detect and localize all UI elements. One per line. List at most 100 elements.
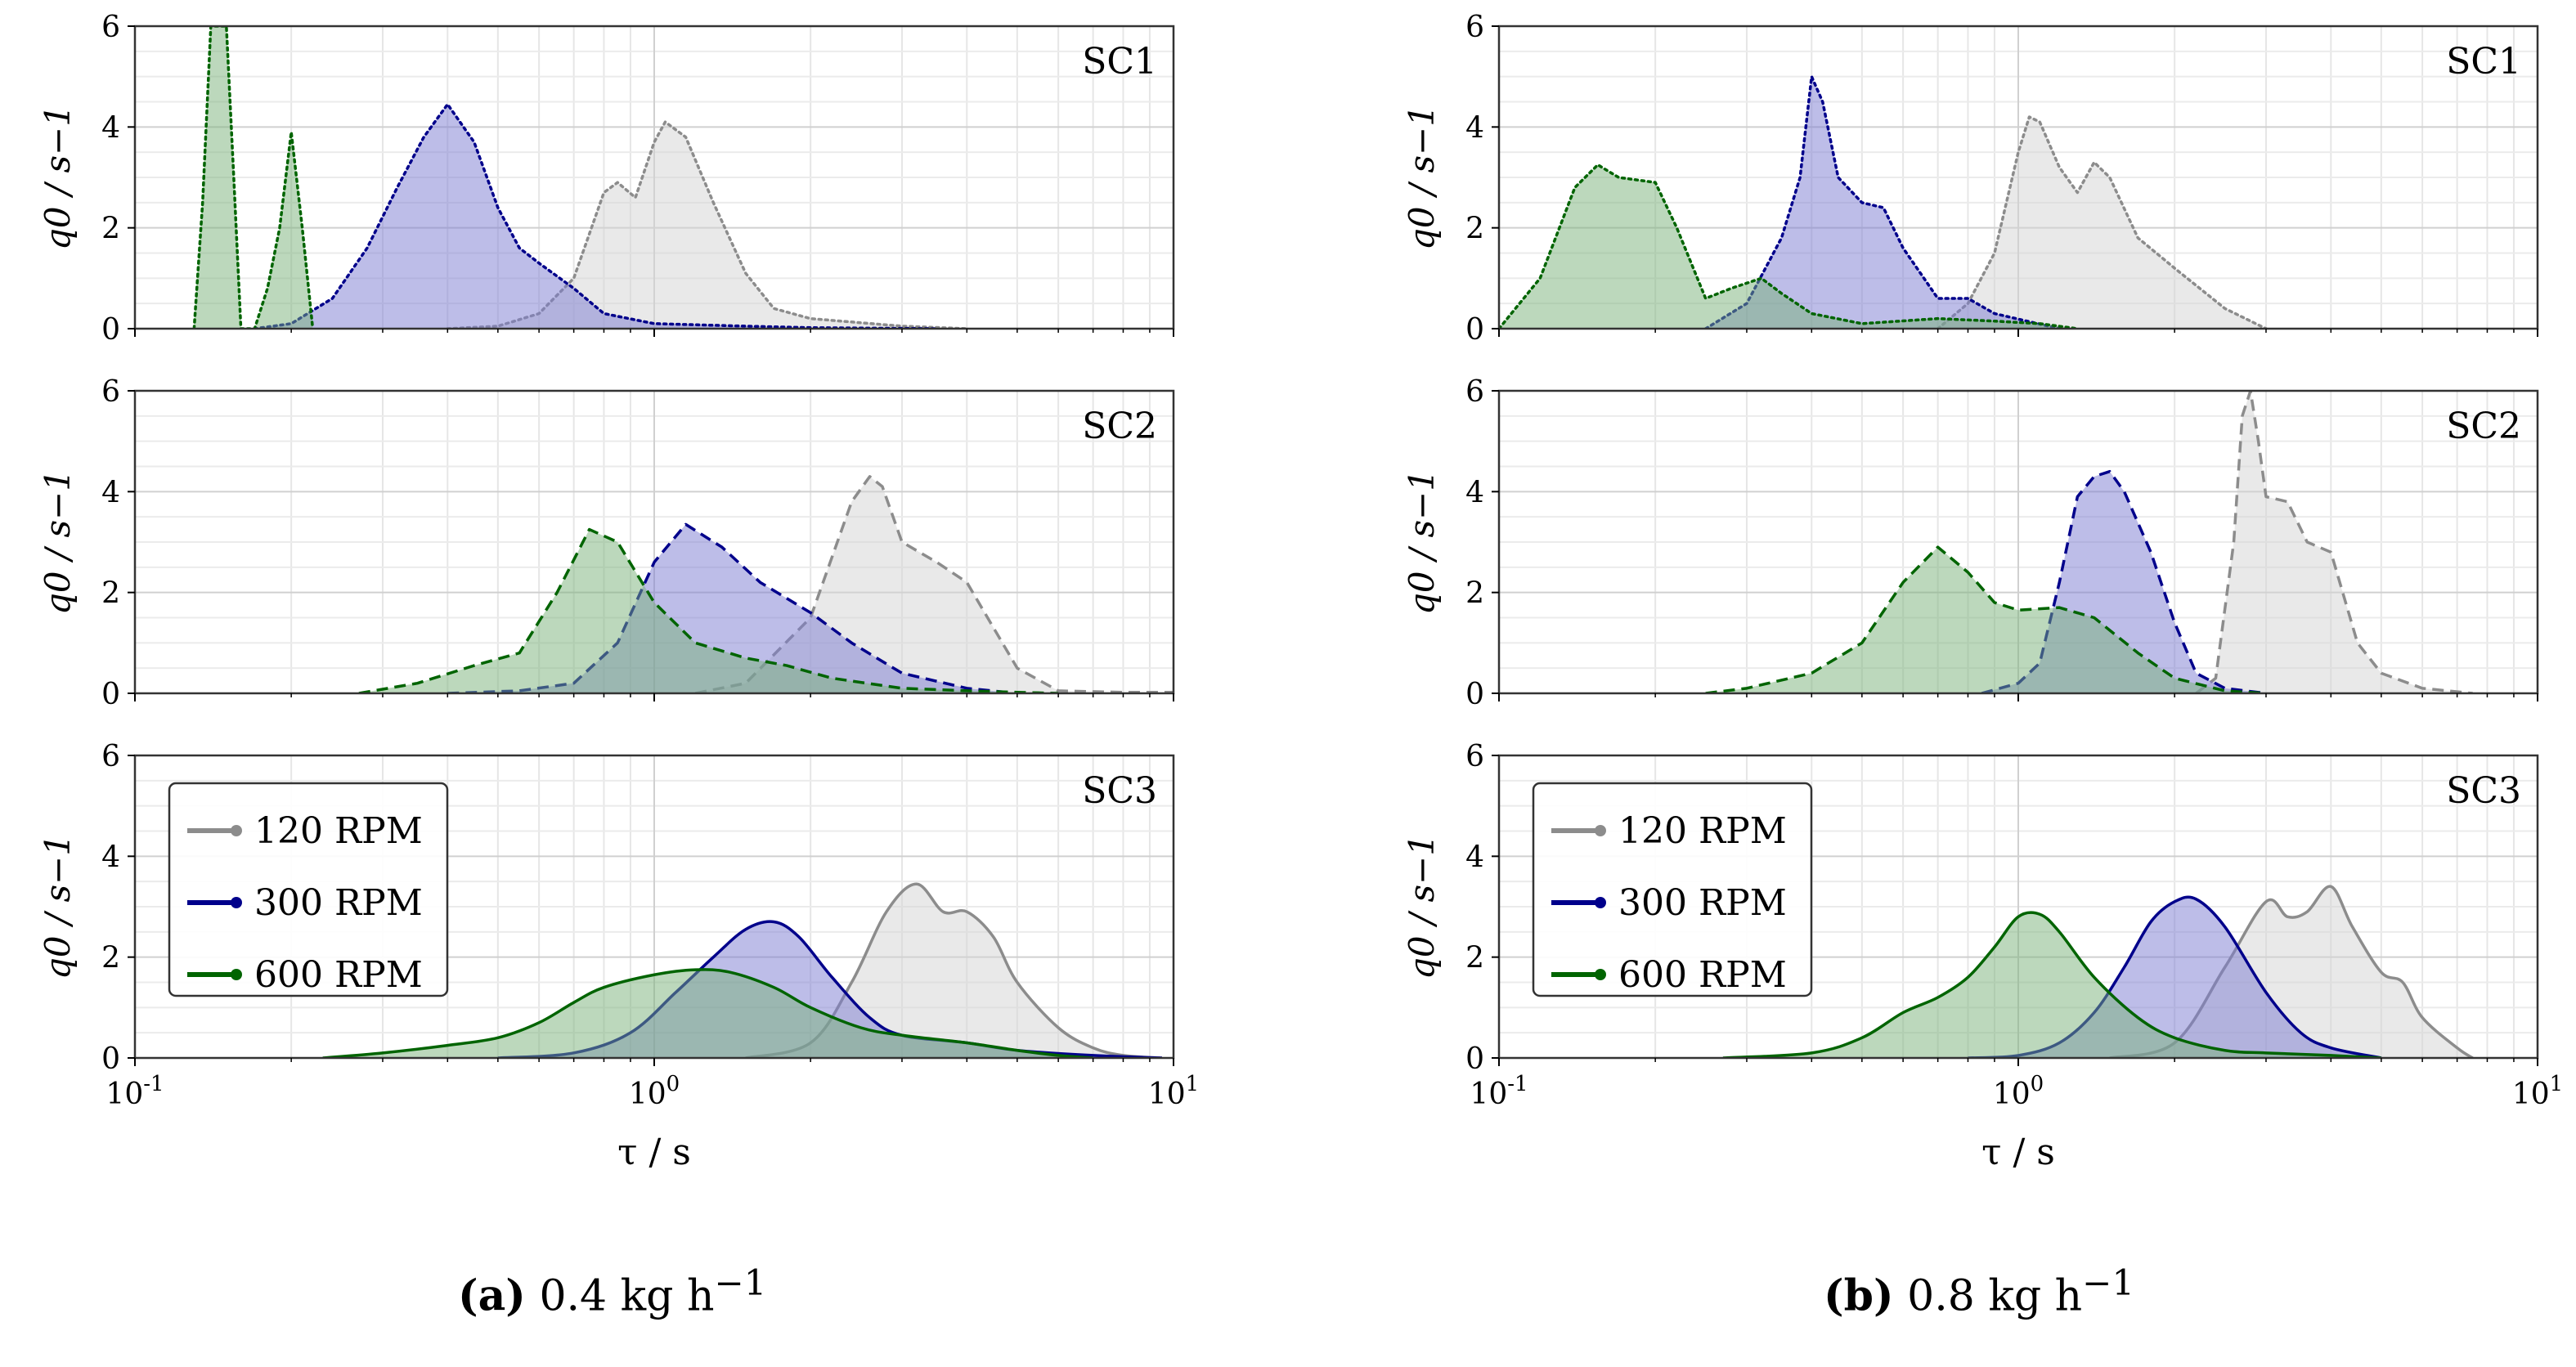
- y-tick-label: 6: [101, 11, 120, 44]
- legend-label: 300 RPM: [254, 882, 423, 924]
- legend-label: 120 RPM: [254, 810, 423, 852]
- caption-a-text: 0.4 kg h: [539, 1271, 715, 1321]
- series-group: [192, 26, 969, 329]
- y-tick-label: 6: [1465, 375, 1484, 409]
- x-tick-label: 101: [1148, 1072, 1199, 1111]
- x-tick-label: 10-1: [1470, 1072, 1528, 1111]
- y-tick-label: 2: [1465, 942, 1484, 975]
- area-120-rpm: [1937, 117, 2266, 329]
- y-tick-label: 0: [1465, 678, 1484, 711]
- caption-a: (a) 0.4 kg h−1: [458, 1263, 766, 1320]
- x-tick-label: 100: [629, 1072, 680, 1111]
- caption-b-text: 0.8 kg h: [1907, 1271, 2083, 1321]
- panel-4: 0 2 4 6 q0 / s−1 SC1: [1402, 11, 2539, 347]
- line-120-rpm: [2195, 391, 2473, 693]
- line-120-rpm: [694, 475, 1174, 693]
- panel-6: 0 2 4 6 10-1 100 101 τ / s q0 / s−1 SC3 120 RPM 300…: [1402, 740, 2563, 1173]
- legend-label: 120 RPM: [1618, 810, 1787, 852]
- panel-title: SC3: [2446, 770, 2521, 812]
- panel-title: SC1: [2446, 41, 2521, 83]
- area-120-rpm: [2196, 391, 2473, 693]
- y-tick-label: 6: [101, 740, 120, 773]
- line-600-rpm: [1722, 911, 2381, 1058]
- y-tick-label: 2: [101, 942, 120, 975]
- legend-box: [1532, 782, 1813, 997]
- legend-label: 300 RPM: [1618, 882, 1787, 924]
- y-axis-label: q0 / s−1: [1402, 105, 1442, 250]
- y-tick-label: 2: [1465, 213, 1484, 246]
- series-group: [358, 475, 1174, 693]
- area-600-rpm: [1499, 164, 2078, 329]
- area-120-rpm: [447, 122, 967, 329]
- y-tick-label: 6: [101, 375, 120, 409]
- area-600-rpm: [1705, 547, 2266, 693]
- legend-marker: [1595, 969, 1606, 980]
- legend-box: [168, 782, 449, 997]
- legend-marker: [231, 897, 242, 908]
- x-tick-label: 10-1: [105, 1072, 164, 1111]
- area-300-rpm: [1705, 76, 2060, 329]
- caption-b-exponent: −1: [2082, 1263, 2135, 1304]
- area-300-rpm: [447, 524, 1017, 693]
- x-tick-label: 101: [2512, 1072, 2563, 1111]
- line-300-rpm: [1703, 74, 2062, 329]
- panel-1: 0 2 4 6 q0 / s−1 SC1: [38, 11, 1175, 347]
- line-120-rpm: [1936, 115, 2268, 329]
- y-axis-label: q0 / s−1: [38, 834, 78, 979]
- caption-a-letter: (a): [458, 1271, 526, 1321]
- area-600-rpm: [194, 26, 313, 329]
- series-group: [1499, 74, 2268, 329]
- y-tick-label: 4: [1465, 111, 1484, 145]
- legend-marker: [231, 969, 242, 980]
- legend-marker: [1595, 825, 1606, 836]
- area-300-rpm: [1968, 897, 2381, 1058]
- y-tick-label: 2: [101, 213, 120, 246]
- y-tick-label: 6: [1465, 11, 1484, 44]
- area-600-rpm: [1722, 912, 2381, 1058]
- series-group: [1705, 391, 2473, 693]
- y-tick-label: 4: [101, 476, 120, 509]
- y-tick-label: 4: [101, 840, 120, 874]
- panel-title: SC2: [2446, 406, 2521, 447]
- x-tick-label: 100: [1993, 1072, 2044, 1111]
- y-axis-label: q0 / s−1: [1402, 834, 1442, 979]
- y-tick-label: 2: [101, 577, 120, 611]
- legend-marker: [231, 825, 242, 836]
- line-600-rpm: [1499, 163, 2080, 329]
- y-tick-label: 0: [1465, 313, 1484, 347]
- legend-label: 600 RPM: [1618, 954, 1787, 996]
- line-300-rpm: [1981, 469, 2267, 693]
- panel-title: SC1: [1082, 41, 1157, 83]
- caption-b-letter: (b): [1824, 1271, 1894, 1321]
- y-tick-label: 0: [1465, 1042, 1484, 1076]
- y-axis-label: q0 / s−1: [1402, 469, 1442, 615]
- caption-a-exponent: −1: [714, 1263, 767, 1304]
- caption-b: (b) 0.8 kg h−1: [1824, 1263, 2134, 1320]
- y-tick-label: 0: [101, 678, 120, 711]
- y-axis-label: q0 / s−1: [38, 105, 78, 250]
- area-600-rpm: [358, 529, 1059, 693]
- x-axis-label: τ / s: [1981, 1132, 2055, 1173]
- y-tick-label: 4: [101, 111, 120, 145]
- y-axis-label: q0 / s−1: [38, 469, 78, 615]
- line-600-rpm: [1705, 545, 2267, 693]
- legend-marker: [1595, 897, 1606, 908]
- panel-2: 0 2 4 6 q0 / s−1 SC2: [38, 375, 1175, 711]
- panel-title: SC3: [1082, 770, 1157, 812]
- y-tick-label: 0: [101, 313, 120, 347]
- series-group: [1722, 885, 2474, 1058]
- panel-title: SC2: [1082, 406, 1157, 447]
- area-300-rpm: [254, 104, 937, 329]
- line-600-rpm: [358, 527, 1059, 693]
- y-tick-label: 6: [1465, 740, 1484, 773]
- y-tick-label: 2: [1465, 577, 1484, 611]
- y-tick-label: 0: [101, 1042, 120, 1076]
- x-axis-label: τ / s: [617, 1132, 691, 1173]
- y-tick-label: 4: [1465, 840, 1484, 874]
- y-tick-label: 4: [1465, 476, 1484, 509]
- line-600-rpm: [322, 968, 1093, 1058]
- panel-3: 0 2 4 6 10-1 100 101 τ / s q0 / s−1 SC3 120 RPM 300…: [38, 740, 1199, 1173]
- line-300-rpm: [253, 102, 939, 329]
- panel-5: 0 2 4 6 q0 / s−1 SC2: [1402, 375, 2539, 711]
